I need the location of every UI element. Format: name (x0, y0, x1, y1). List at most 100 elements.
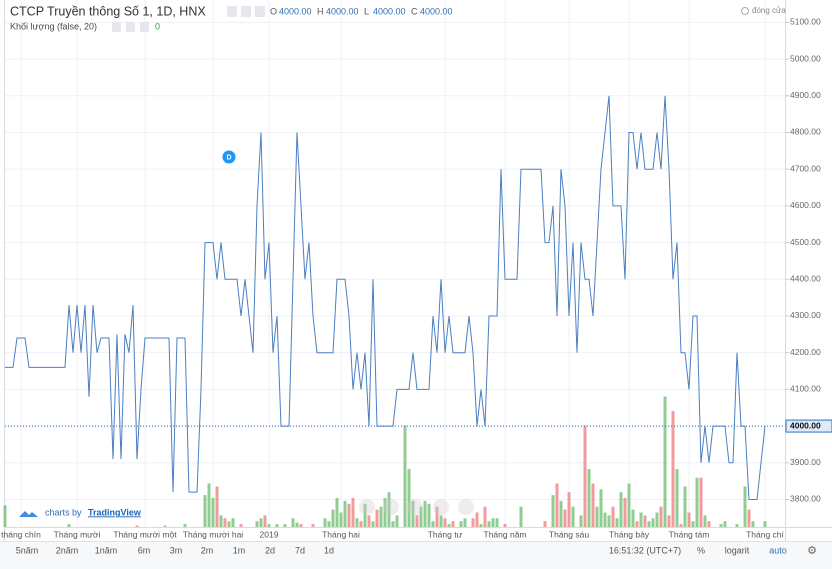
volume-bar (619, 492, 623, 527)
volume-bar (219, 515, 223, 527)
volume-bar (543, 521, 547, 527)
navigation (359, 499, 474, 515)
nav-button[interactable] (383, 499, 399, 515)
volume-bar (591, 483, 595, 527)
toolbar-items: 5năm 2năm 1năm 6m 3m 2m 1m 2d 7d 1d% logarit auto (16, 545, 787, 555)
option-button[interactable]: logarit (725, 545, 750, 555)
volume-bar (411, 500, 415, 527)
nav-button[interactable] (359, 499, 375, 515)
icon[interactable] (255, 6, 265, 17)
volume-bar (463, 518, 467, 527)
last-price-label: 4000.00 (790, 420, 821, 430)
volume-bar (611, 506, 615, 527)
nav-button[interactable] (433, 499, 449, 515)
volume-bar (503, 524, 507, 527)
volume-bar (295, 522, 299, 527)
range-button[interactable]: 6m (138, 545, 151, 555)
x-tick-label: Tháng bảy (609, 529, 650, 539)
branding-name[interactable]: TradingView (88, 507, 142, 517)
icon[interactable] (112, 22, 121, 32)
volume-bar (163, 525, 167, 527)
volume-bar (587, 469, 591, 527)
icon[interactable] (140, 22, 149, 32)
volume-bar (267, 524, 271, 527)
volume-bar (471, 518, 475, 527)
range-button[interactable]: 2m (201, 545, 214, 555)
event-marker[interactable] (222, 150, 236, 164)
volume-bar (623, 498, 627, 527)
volume-bar (259, 518, 263, 527)
volume-bar (223, 518, 227, 527)
y-tick-label: 4800.00 (790, 127, 821, 137)
volume-bar (643, 515, 647, 527)
market-status: đóng cửa (752, 6, 786, 15)
range-button[interactable]: 5năm (16, 545, 39, 555)
event-label: D (226, 154, 231, 161)
volume-bar (683, 486, 687, 527)
y-tick-label: 4100.00 (790, 384, 821, 394)
volume-bar (699, 477, 703, 527)
volume-bar (579, 515, 583, 527)
status-icon (741, 7, 749, 15)
volume-bar (635, 521, 639, 527)
range-button[interactable]: 2d (265, 545, 275, 555)
icon[interactable] (227, 6, 237, 17)
x-tick-label: Tháng mười hai (183, 529, 244, 539)
volume-bar (335, 498, 339, 527)
y-tick-label: 4600.00 (790, 200, 821, 210)
toolbar (0, 541, 832, 569)
y-tick-label: 5000.00 (790, 53, 821, 63)
nav-button[interactable] (458, 499, 474, 515)
volume-bar (239, 524, 243, 527)
volume-bar (347, 503, 351, 527)
range-button[interactable]: 1m (233, 545, 246, 555)
icon[interactable] (126, 22, 135, 32)
volume-bar (707, 521, 711, 527)
volume-bar (343, 500, 347, 527)
range-button[interactable]: 1d (324, 545, 334, 555)
volume-bar (647, 521, 651, 527)
volume-bar (703, 515, 707, 527)
volume-bar (663, 396, 667, 527)
range-button[interactable]: 2năm (56, 545, 79, 555)
nav-button[interactable] (407, 499, 423, 515)
volume-bar (423, 500, 427, 527)
icon[interactable] (241, 6, 251, 17)
option-button[interactable]: auto (769, 545, 787, 555)
volume-bar (435, 506, 439, 527)
volume-bar (391, 521, 395, 527)
volume-bar (363, 503, 367, 527)
volume-bar (231, 518, 235, 527)
branding-prefix: charts by (45, 507, 82, 517)
ohlc-value: 4000.00 (279, 6, 312, 16)
range-button[interactable]: 3m (170, 545, 183, 555)
settings-icon[interactable]: ⚙ (807, 545, 817, 557)
y-tick-label: 4500.00 (790, 237, 821, 247)
volume-bar (427, 503, 431, 527)
x-tick-label: Tháng mười một (113, 529, 177, 539)
x-tick-label: Tháng hai (322, 529, 360, 539)
volume-bar (691, 521, 695, 527)
volume-bar (571, 506, 575, 527)
volume-bar (599, 489, 603, 527)
ohlc-key: H (317, 6, 324, 16)
volume-bar (419, 506, 423, 527)
volume-bar (559, 500, 563, 527)
volume-bar (603, 512, 607, 527)
volume-bar (479, 524, 483, 527)
volume-bar (255, 521, 259, 527)
volume-bar (491, 518, 495, 527)
volume-bar (135, 525, 139, 527)
branding[interactable]: charts by TradingView (19, 507, 142, 517)
symbol-title: CTCP Truyền thông Số 1, 1D, HNX (10, 4, 206, 18)
volume-bar (379, 506, 383, 527)
volume-bar (375, 509, 379, 527)
volume-bar (383, 498, 387, 527)
volume-bar (387, 492, 391, 527)
volume-bar (719, 524, 723, 527)
option-button[interactable]: % (697, 545, 705, 555)
volume-bar (583, 425, 587, 527)
range-button[interactable]: 1năm (95, 545, 118, 555)
range-button[interactable]: 7d (295, 545, 305, 555)
